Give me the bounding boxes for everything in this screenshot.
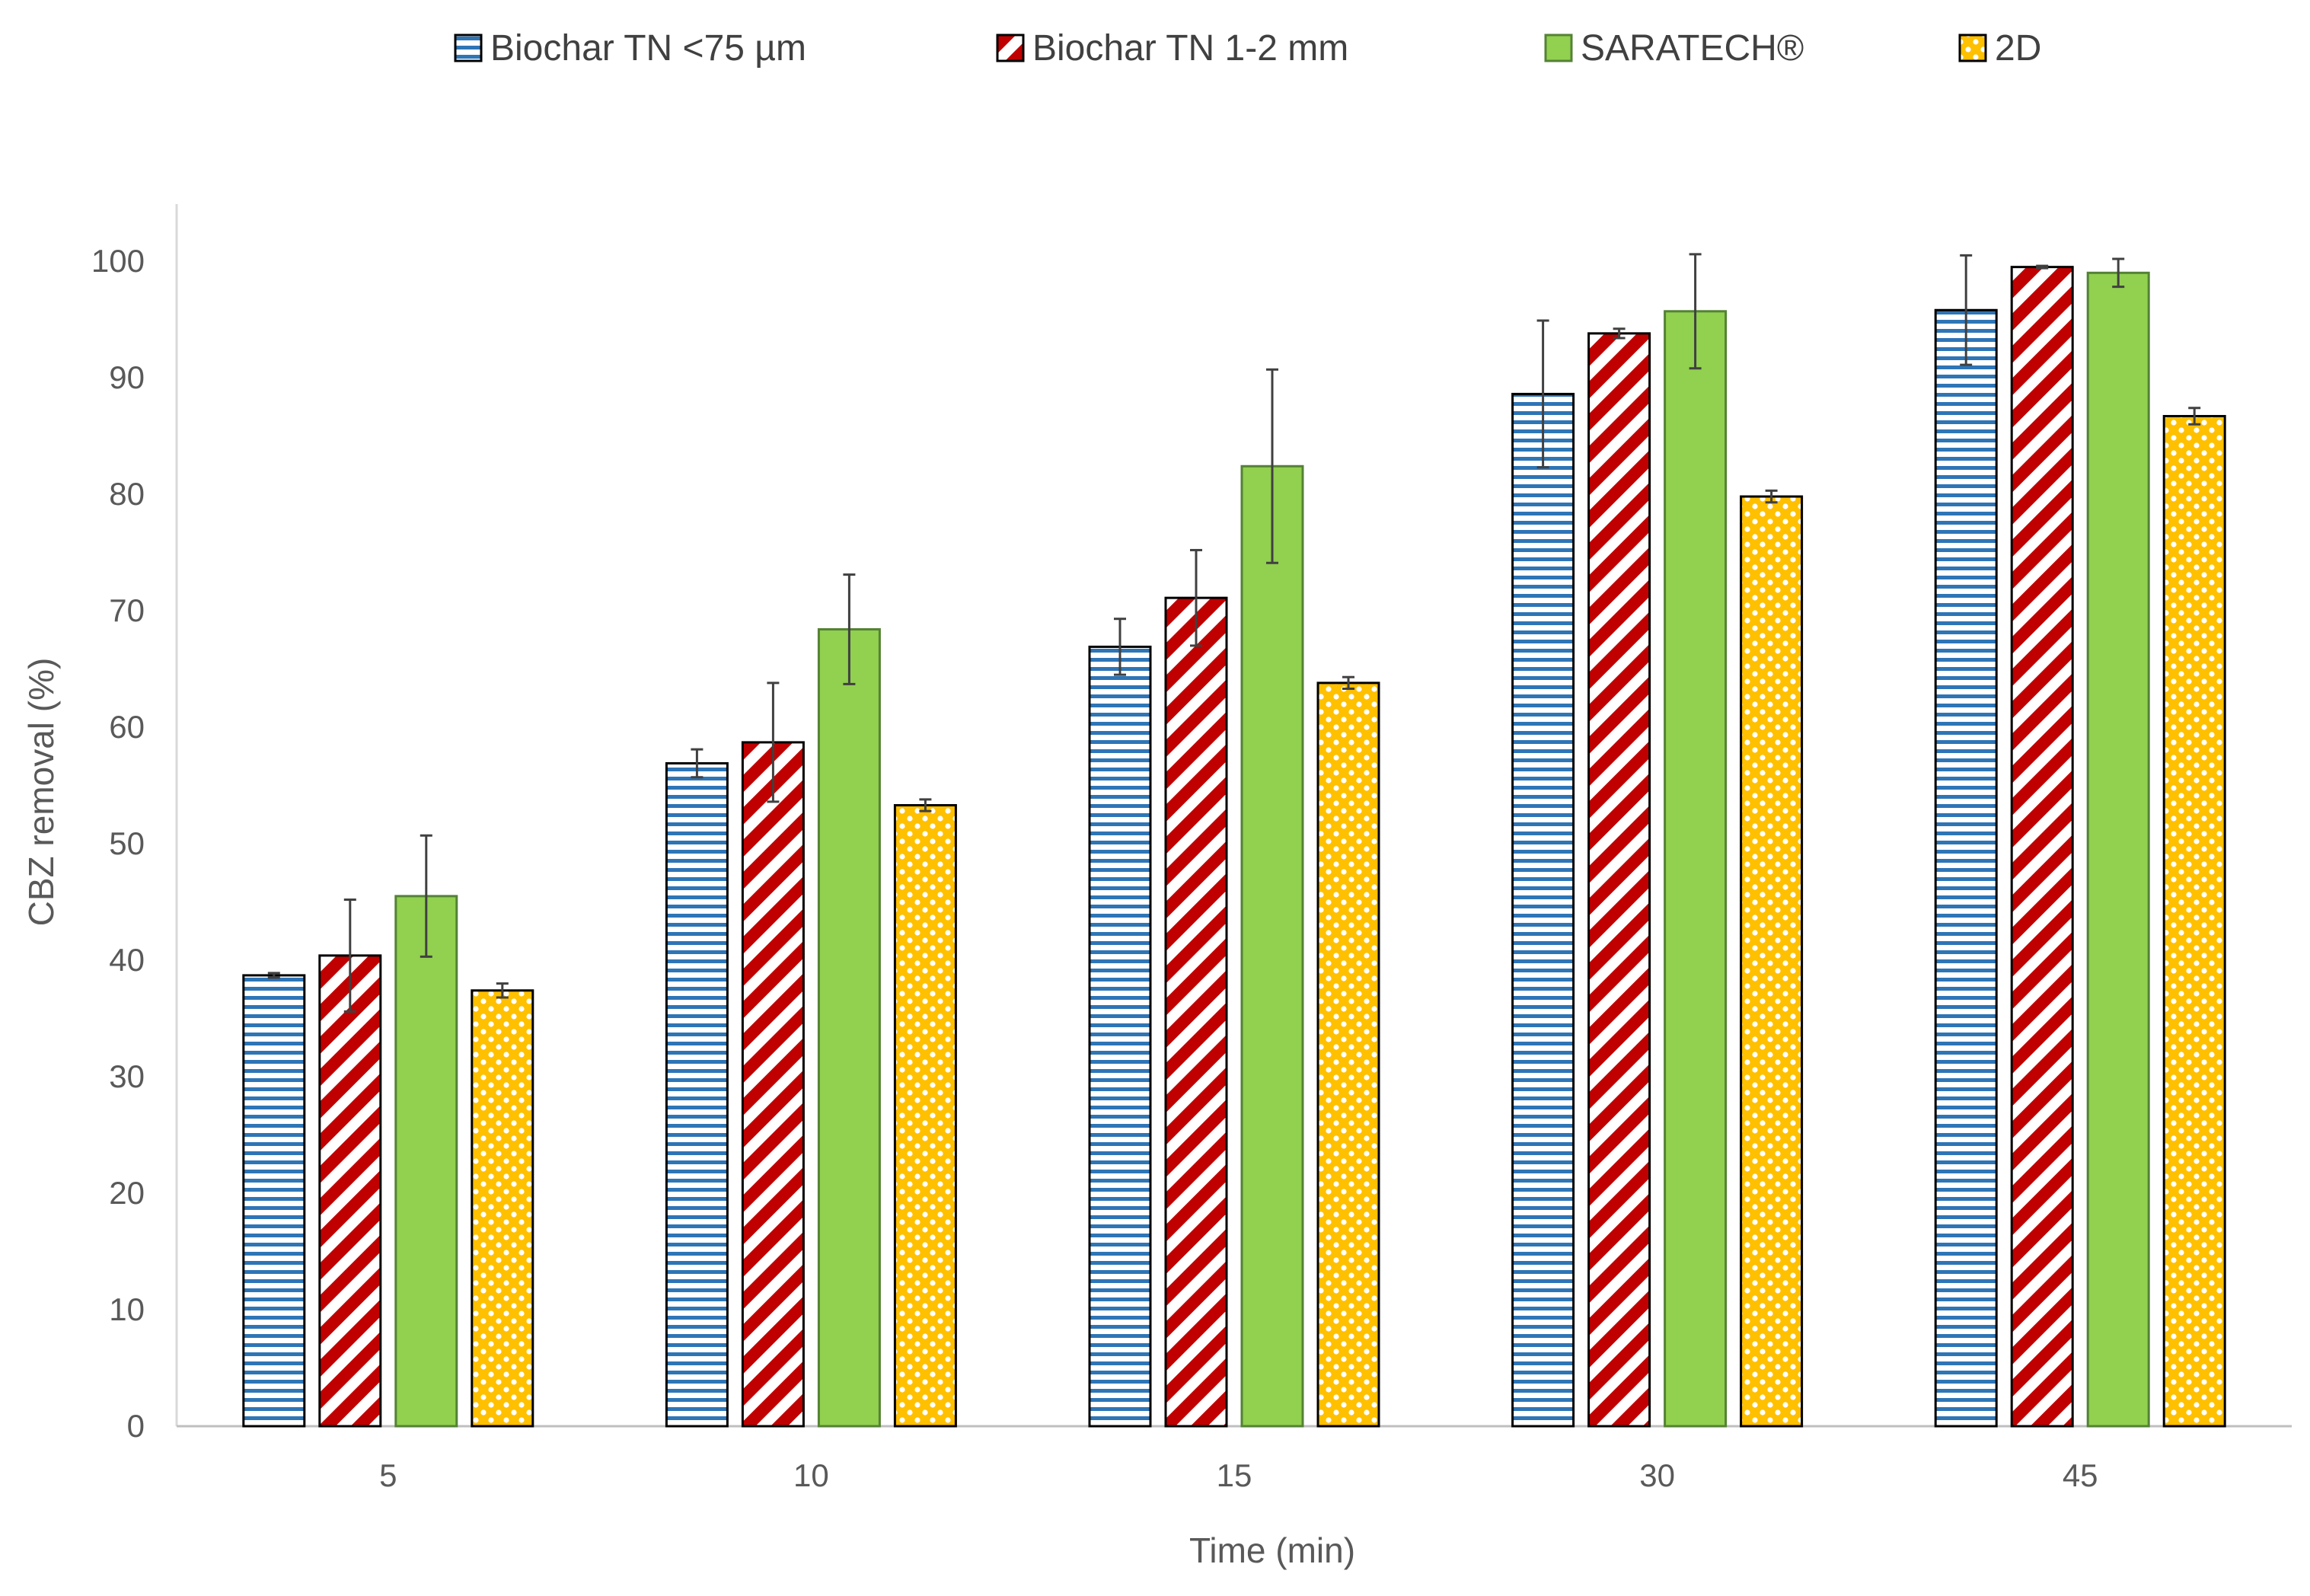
bar-dots-15 <box>1316 681 1380 1428</box>
x-tick-label: 5 <box>379 1457 397 1493</box>
x-tick-label: 30 <box>1639 1457 1675 1493</box>
bar-horizontal-lines-45 <box>1934 308 1998 1428</box>
y-tick-label: 0 <box>127 1408 145 1444</box>
y-tick-label: 60 <box>109 709 145 745</box>
legend-swatch-solid <box>1544 34 1573 62</box>
bar-solid-5 <box>394 895 458 1428</box>
legend-swatch-dots <box>1958 34 1987 62</box>
bar-diagonal-stripes-5 <box>318 954 382 1428</box>
legend-swatch-diagonal-stripes <box>996 34 1025 62</box>
legend-swatch-horizontal-lines <box>454 34 483 62</box>
y-tick-label: 90 <box>109 359 145 395</box>
y-tick-label: 100 <box>91 243 145 279</box>
legend-label: 2D <box>1995 28 2041 69</box>
bar-dots-45 <box>2162 414 2226 1428</box>
x-tick-label: 10 <box>793 1457 829 1493</box>
bar-diagonal-stripes-30 <box>1587 332 1651 1428</box>
bar-solid-10 <box>817 627 881 1428</box>
bar-horizontal-lines-10 <box>665 761 729 1428</box>
bar-horizontal-lines-5 <box>242 974 306 1428</box>
y-tick-label: 30 <box>109 1058 145 1094</box>
legend: Biochar TN <75 µm Biochar TN 1-2 mm SARATE… <box>454 28 2041 69</box>
y-tick-label: 70 <box>109 592 145 628</box>
bar-solid-30 <box>1664 310 1728 1428</box>
bar-horizontal-lines-30 <box>1511 392 1575 1428</box>
axis-labels: 0 10 20 30 40 50 60 70 80 90 100 5 10 15 30 45 Time (min… <box>21 243 2098 1570</box>
x-tick-label: 15 <box>1217 1457 1252 1493</box>
legend-label: SARATECH® <box>1581 28 1804 69</box>
bar-dots-10 <box>893 804 957 1428</box>
y-tick-label: 40 <box>109 942 145 978</box>
x-axis-title: Time (min) <box>1189 1531 1355 1570</box>
bar-dots-5 <box>471 989 534 1428</box>
legend-label: Biochar TN <75 µm <box>490 28 806 69</box>
x-tick-label: 45 <box>2063 1457 2098 1493</box>
bar-solid-45 <box>2086 271 2150 1428</box>
y-tick-label: 80 <box>109 476 145 512</box>
y-tick-label: 20 <box>109 1175 145 1211</box>
bar-dots-30 <box>1740 495 1804 1428</box>
bar-diagonal-stripes-15 <box>1164 596 1228 1428</box>
bar-diagonal-stripes-45 <box>2010 266 2074 1428</box>
y-tick-label: 10 <box>109 1291 145 1327</box>
bar-solid-15 <box>1240 464 1304 1428</box>
bars <box>242 266 2226 1428</box>
bar-horizontal-lines-15 <box>1088 645 1152 1428</box>
bar-diagonal-stripes-10 <box>741 741 805 1428</box>
y-axis-title: CBZ removal (%) <box>21 658 61 927</box>
error-bars <box>267 253 2201 1013</box>
legend-label: Biochar TN 1-2 mm <box>1032 28 1348 69</box>
y-tick-label: 50 <box>109 825 145 861</box>
